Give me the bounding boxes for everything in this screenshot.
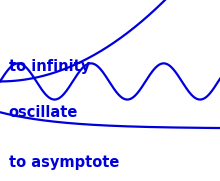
Text: oscillate: oscillate: [9, 105, 78, 120]
Text: to asymptote: to asymptote: [9, 155, 119, 170]
Text: to infinity: to infinity: [9, 59, 90, 73]
